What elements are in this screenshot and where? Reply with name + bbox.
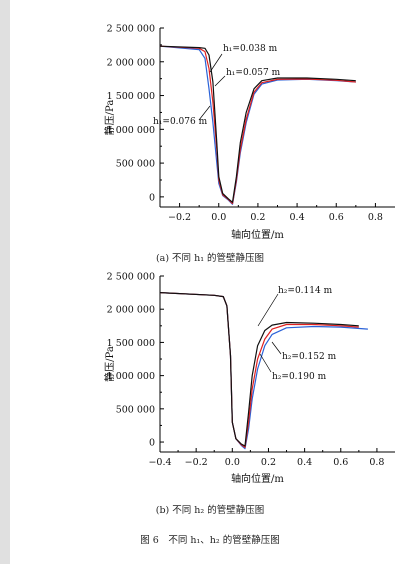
annotation-leader: [271, 341, 282, 355]
series-annotation: h₁=0.076 m: [153, 117, 208, 127]
y-tick-label: 2 500 000: [107, 272, 155, 283]
x-tick-label: 0.8: [369, 457, 384, 468]
y-tick-label: 2 000 000: [107, 57, 155, 68]
x-tick-label: 0.0: [211, 212, 226, 223]
series-annotation: h₂=0.152 m: [282, 352, 337, 362]
annotation-leader: [259, 353, 272, 373]
y-axis-title: 静压/Pa: [103, 100, 116, 136]
y-tick-label: 1 500 000: [107, 338, 155, 349]
series-annotation: h₂=0.190 m: [272, 372, 327, 382]
annotation-leader: [214, 75, 226, 87]
x-tick-label: 0.4: [297, 457, 312, 468]
series-line-0: [159, 292, 359, 447]
y-tick-label: 2 000 000: [107, 305, 155, 316]
annotation-leader: [198, 105, 211, 121]
series-annotation: h₁=0.057 m: [226, 68, 281, 78]
series-annotation: h₁=0.038 m: [223, 44, 278, 54]
figure-title: 图 6 不同 h₁、h₂ 的管壁静压图: [140, 535, 280, 546]
x-axis-title: 轴向位置/m: [231, 472, 284, 485]
series-line-0: [159, 45, 356, 203]
y-tick-label: 1 000 000: [107, 371, 155, 382]
chart-a: 0 500 000 1 000 000 1 500 000 2 000 000 2 500…: [103, 24, 395, 241]
chart-a-caption: (a) 不同 h₁ 的管壁静压图: [155, 253, 265, 264]
x-tick-label: 0.0: [225, 457, 240, 468]
y-tick-label: 500 000: [116, 159, 155, 170]
x-tick-label: 0.2: [261, 457, 276, 468]
x-tick-label: 0.4: [290, 212, 305, 223]
series-line-2: [159, 45, 356, 205]
x-tick-label: 0.2: [250, 212, 265, 223]
x-tick-label: −0.2: [185, 457, 208, 468]
x-tick-label: −0.2: [168, 212, 191, 223]
y-tick-label: 1 500 000: [107, 91, 155, 102]
x-tick-label: −0.4: [148, 457, 171, 468]
y-tick-label: 0: [149, 438, 155, 449]
y-tick-label: 500 000: [116, 404, 155, 415]
y-tick-label: 0: [149, 192, 155, 203]
series-line-1: [159, 45, 356, 205]
annotation-leader: [209, 53, 223, 73]
x-tick-label: 0.6: [333, 457, 348, 468]
chart-b-caption: (b) 不同 h₂ 的管壁静压图: [155, 505, 265, 516]
x-axis-title: 轴向位置/m: [231, 228, 284, 241]
x-tick-label: 0.6: [329, 212, 344, 223]
x-tick-label: 0.8: [368, 212, 383, 223]
left-margin-bar: [0, 0, 10, 564]
chart-b: 0 500 000 1 000 000 1 500 000 2 000 000 2 500…: [103, 272, 395, 485]
series-annotation: h₂=0.114 m: [278, 286, 333, 296]
y-tick-label: 1 000 000: [107, 125, 155, 136]
y-tick-label: 2 500 000: [107, 24, 155, 35]
annotation-leader: [257, 293, 279, 327]
figure-container: 0 500 000 1 000 000 1 500 000 2 000 000 2 500…: [10, 0, 410, 564]
y-axis-title: 静压/Pa: [103, 346, 116, 382]
series-line-1: [159, 292, 359, 448]
